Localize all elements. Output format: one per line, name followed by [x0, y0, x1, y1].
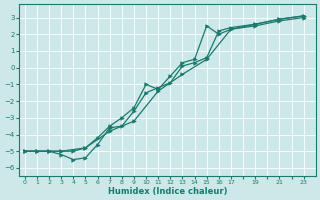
X-axis label: Humidex (Indice chaleur): Humidex (Indice chaleur)	[108, 187, 227, 196]
